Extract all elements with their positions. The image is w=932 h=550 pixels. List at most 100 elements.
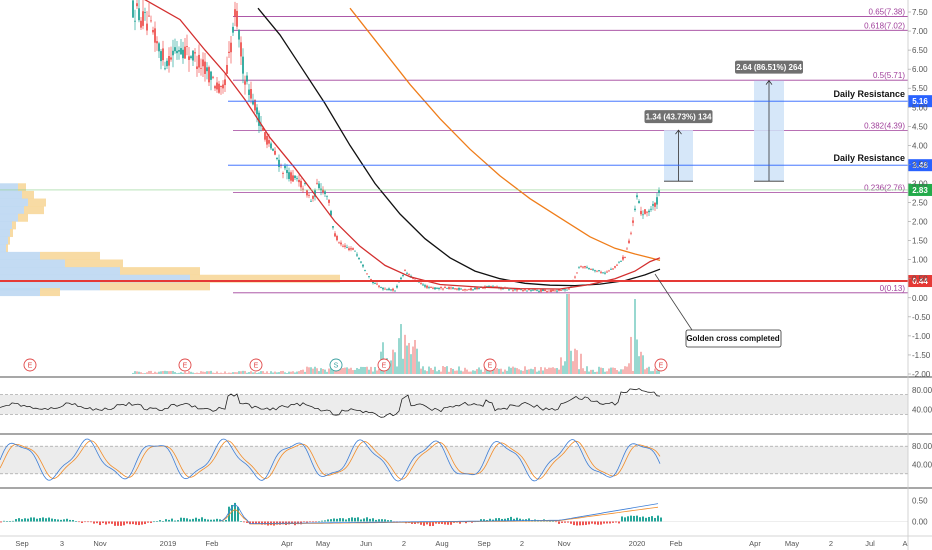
volume-bar-164 (460, 370, 462, 374)
candle-body-79 (290, 172, 292, 181)
volume-bar-8 (148, 370, 150, 374)
time-tick-7: Jun (360, 539, 372, 548)
macd-hist-114 (114, 521, 116, 526)
candle-body-75 (282, 173, 284, 174)
macd-hist-219 (219, 519, 221, 522)
volume-bar-84 (300, 370, 302, 374)
volume-bar-2 (136, 371, 138, 374)
candle-body-77 (286, 170, 288, 174)
volume-bar-85 (302, 369, 304, 374)
vp-bar-up-12 (190, 274, 340, 283)
volume-bar-209 (550, 367, 552, 374)
macd-hist-627 (627, 516, 629, 522)
candle-body-200 (532, 289, 534, 291)
volume-bar-168 (468, 371, 470, 374)
volume-bar-89 (310, 367, 312, 374)
volume-bar-230 (592, 369, 594, 374)
volume-bar-254 (640, 351, 642, 374)
volume-bar-65 (262, 371, 264, 374)
volume-bar-176 (484, 367, 486, 374)
volume-bar-121 (374, 367, 376, 374)
candle-body-152 (436, 287, 438, 289)
candle-body-6 (144, 12, 146, 13)
volume-bar-182 (496, 368, 498, 374)
volume-bar-107 (346, 367, 348, 374)
volume-bar-198 (528, 369, 530, 374)
candle-body-209 (550, 289, 552, 292)
volume-bar-175 (482, 371, 484, 374)
volume-bar-195 (522, 370, 524, 374)
price-tick-10: 2.50 (912, 199, 928, 208)
macd-hist-510 (510, 516, 512, 522)
candle-body-165 (462, 289, 464, 291)
candle-body-205 (542, 289, 544, 292)
volume-bar-120 (372, 371, 374, 374)
candle-body-5 (142, 11, 144, 26)
candle-body-245 (622, 256, 624, 260)
time-axis: Sep 3 Nov 2019 Feb Apr May Jun 2 Aug Sep 2 Nov 2020 Fe… (0, 535, 932, 548)
volume-bar-258 (648, 366, 650, 374)
macd-hist-120 (120, 521, 122, 526)
candle-body-14 (160, 51, 162, 62)
candle-body-106 (344, 245, 346, 247)
candle-body-255 (642, 214, 644, 216)
candle-body-224 (580, 266, 582, 268)
volume-bar-142 (416, 348, 418, 374)
rsi-tick-0: 80.00 (912, 386, 932, 395)
vp-bar-up-11 (120, 267, 200, 276)
volume-bar-77 (286, 373, 288, 374)
candle-body-240 (612, 268, 614, 270)
candle-body-46 (224, 79, 226, 86)
macd-hist-138 (138, 521, 140, 526)
macd-hist-654 (654, 517, 656, 522)
volume-bar-234 (600, 367, 602, 374)
macd-hist-231 (231, 504, 233, 522)
volume-bar-81 (294, 372, 296, 374)
volume-bar-100 (332, 370, 334, 374)
macd-hist-432 (432, 521, 434, 526)
volume-bar-245 (622, 369, 624, 374)
volume-bar-40 (212, 372, 214, 374)
candle-body-137 (406, 272, 408, 274)
vp-bar-up-8 (6, 244, 8, 253)
resistance-badge-0 (908, 95, 932, 108)
volume-bar-150 (432, 369, 434, 374)
candle-body-257 (646, 211, 648, 213)
candle-body-70 (272, 148, 274, 151)
candle-body-50 (232, 26, 234, 33)
candle-body-86 (304, 183, 306, 184)
candle-body-242 (616, 264, 618, 266)
volume-bar-6 (144, 373, 146, 374)
event-label-3: S (334, 363, 339, 370)
candle-body-41 (214, 86, 216, 89)
candle-body-147 (426, 285, 428, 288)
volume-bar-93 (318, 371, 320, 374)
volume-bar-96 (324, 369, 326, 374)
macd-hist-441 (441, 521, 443, 524)
macd-hist-225 (225, 519, 227, 522)
macd-hist-384 (384, 519, 386, 522)
candle-body-80 (292, 175, 294, 182)
candle-body-72 (276, 157, 278, 160)
macd-hist-570 (570, 521, 572, 524)
volume-bar-157 (446, 366, 448, 374)
candle-body-239 (610, 269, 612, 270)
macd-hist-249 (249, 521, 251, 525)
macd-hist-564 (564, 521, 566, 523)
fib-label-1: 0.618(7.02) (864, 21, 905, 30)
candle-body-44 (220, 85, 222, 87)
volume-bar-50 (232, 372, 234, 374)
volume-bar-22 (176, 373, 178, 374)
macd-hist-93 (93, 521, 95, 524)
volume-profile (0, 183, 340, 297)
event-marker-3 (329, 358, 343, 372)
candle-body-68 (268, 140, 270, 144)
candle-body-15 (162, 48, 164, 61)
macd-hist-201 (201, 517, 203, 522)
volume-bar-135 (402, 358, 404, 374)
candle-body-93 (318, 183, 320, 189)
vp-bar-up-6 (10, 229, 13, 238)
candle-body-129 (390, 289, 392, 291)
candle-body-236 (604, 272, 606, 274)
